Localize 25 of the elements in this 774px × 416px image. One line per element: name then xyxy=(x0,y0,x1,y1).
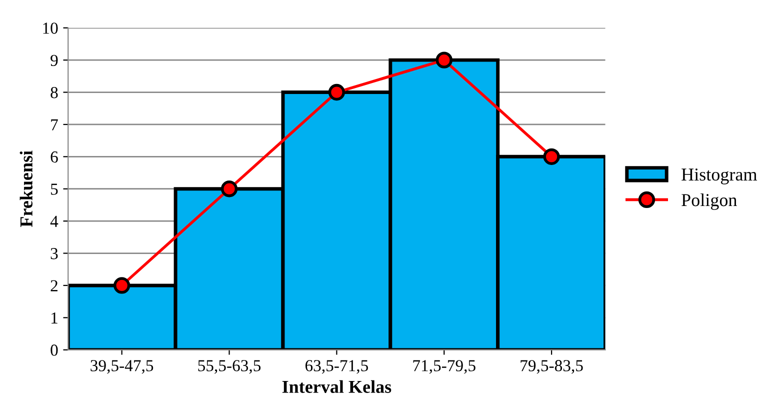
y-tick-label: 4 xyxy=(50,216,58,227)
point xyxy=(220,180,238,198)
y-tick-label: 9 xyxy=(50,54,58,66)
x-tick-label: 39,5-47,5 xyxy=(90,360,154,374)
y-tick-label: 0 xyxy=(50,344,58,356)
point xyxy=(113,277,130,294)
legend-label: Poligon xyxy=(682,193,737,210)
y-tick-label: 6 xyxy=(50,151,58,163)
y-tick-label: 7 xyxy=(51,119,58,130)
y-tick-label: 2 xyxy=(50,280,58,292)
point xyxy=(328,84,346,101)
y-tick-label: 3 xyxy=(50,248,58,260)
y-tick-label: 10 xyxy=(43,22,58,34)
point xyxy=(436,52,452,68)
y-tick-label: 1 xyxy=(52,312,58,324)
y-axis-title: Frekuensi xyxy=(20,150,33,228)
x-tick-label: 71,5-79,5 xyxy=(413,360,476,374)
y-tick-label: 8 xyxy=(50,86,58,98)
x-tick-label: 55,5-63,5 xyxy=(198,360,261,374)
x-axis-title: Interval Kelas xyxy=(282,380,392,393)
point xyxy=(543,148,560,165)
x-tick-label: 79,5-83,5 xyxy=(520,360,583,374)
y-tick-label: 5 xyxy=(51,184,58,195)
x-tick-label: 63,5-71,5 xyxy=(305,360,368,374)
legend-label: Histogram xyxy=(682,168,757,184)
